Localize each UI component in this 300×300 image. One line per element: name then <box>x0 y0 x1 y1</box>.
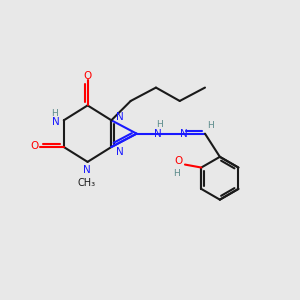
Text: N: N <box>116 112 124 122</box>
Text: N: N <box>154 129 161 139</box>
Text: H: H <box>208 121 214 130</box>
Text: H: H <box>173 169 179 178</box>
Text: O: O <box>83 71 92 81</box>
Text: N: N <box>116 147 124 158</box>
Text: O: O <box>174 156 183 166</box>
Text: N: N <box>83 165 91 175</box>
Text: N: N <box>180 129 188 139</box>
Text: H: H <box>51 109 58 118</box>
Text: N: N <box>52 117 59 127</box>
Text: CH₃: CH₃ <box>78 178 96 188</box>
Text: O: O <box>31 140 39 151</box>
Text: H: H <box>156 120 163 129</box>
